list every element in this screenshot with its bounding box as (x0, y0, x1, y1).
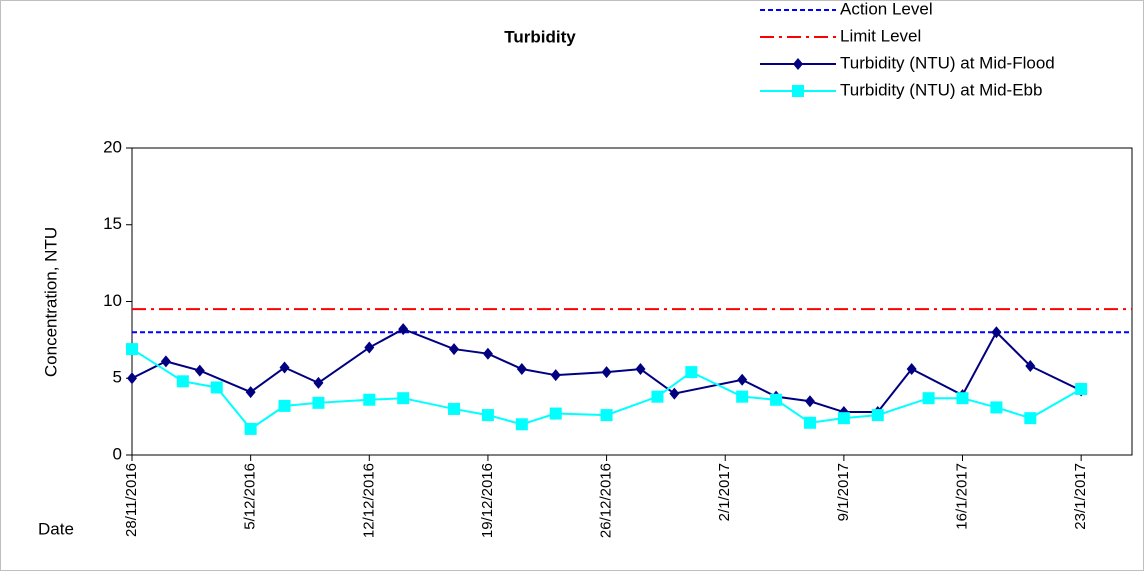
marker (160, 355, 171, 368)
marker (245, 386, 256, 399)
y-tick-label: 0 (113, 444, 122, 463)
legend-label: Action Level (840, 0, 933, 18)
marker (736, 390, 749, 403)
y-axis-label: Concentration, NTU (41, 227, 60, 377)
marker (550, 369, 561, 382)
marker (363, 393, 376, 406)
x-tick-label: 2/1/2017 (716, 463, 733, 521)
x-tick-label: 12/12/2016 (360, 463, 377, 538)
marker (364, 341, 375, 354)
marker (991, 326, 1002, 339)
marker (685, 366, 698, 379)
chart-title: Turbidity (504, 27, 576, 46)
x-tick-label: 9/1/2017 (835, 463, 852, 521)
marker (210, 381, 223, 394)
legend-label: Turbidity (NTU) at Mid-Ebb (840, 80, 1042, 99)
marker (481, 409, 494, 422)
marker (126, 343, 138, 356)
marker (871, 409, 884, 422)
x-tick-label: 16/1/2017 (953, 463, 970, 530)
marker (600, 409, 613, 422)
marker (601, 366, 612, 379)
y-tick-label: 10 (103, 291, 122, 310)
marker (278, 399, 291, 412)
marker (127, 372, 137, 385)
marker (549, 407, 562, 420)
marker (635, 363, 646, 376)
marker (803, 416, 816, 429)
legend-marker (793, 58, 803, 70)
marker (956, 392, 969, 405)
marker (770, 393, 783, 406)
legend-label: Turbidity (NTU) at Mid-Flood (840, 53, 1055, 72)
x-tick-label: 23/1/2017 (1072, 463, 1089, 530)
y-tick-label: 20 (103, 137, 122, 156)
marker (1075, 382, 1088, 395)
marker (651, 390, 664, 403)
marker (448, 402, 461, 415)
marker (922, 392, 935, 405)
marker (906, 363, 917, 376)
y-tick-label: 15 (103, 214, 122, 233)
marker (515, 418, 528, 431)
x-axis-label: Date (38, 519, 74, 538)
legend-label: Limit Level (840, 26, 921, 45)
y-tick-label: 5 (113, 368, 122, 387)
x-tick-label: 19/12/2016 (479, 463, 496, 538)
marker (397, 392, 410, 405)
marker (516, 363, 527, 376)
marker (176, 375, 189, 388)
marker (669, 387, 680, 400)
marker (804, 395, 815, 408)
x-tick-label: 26/12/2016 (598, 463, 615, 538)
x-tick-label: 5/12/2016 (242, 463, 259, 530)
marker (312, 396, 325, 409)
marker (398, 323, 409, 336)
marker (449, 343, 460, 356)
marker (482, 347, 493, 360)
legend-marker (792, 85, 804, 97)
x-tick-label: 28/11/2016 (123, 463, 140, 537)
marker (1024, 412, 1037, 425)
marker (1025, 359, 1036, 372)
marker (194, 364, 205, 377)
marker (279, 361, 290, 374)
marker (244, 422, 257, 435)
marker (990, 401, 1003, 414)
marker (837, 412, 850, 425)
marker (313, 376, 324, 389)
marker (737, 373, 748, 386)
